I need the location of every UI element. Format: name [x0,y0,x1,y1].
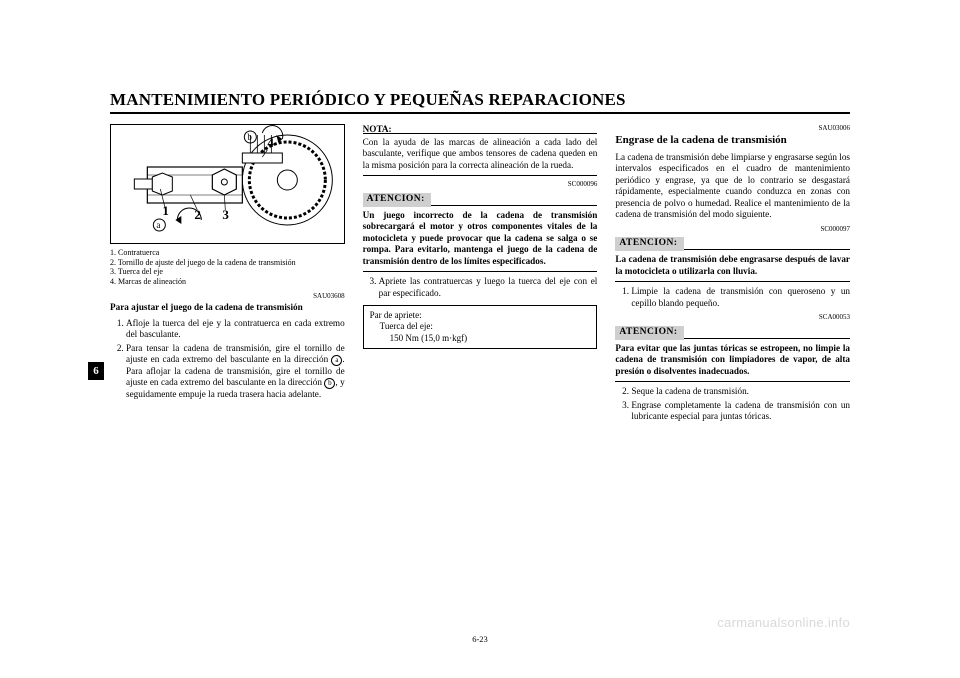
atencion-label: ATENCION: [615,237,683,251]
page-title: MANTENIMIENTO PERIÓDICO Y PEQUEÑAS REPAR… [110,90,850,110]
adjust-steps: Afloje la tuerca del eje y la contratuer… [110,318,345,401]
nota-text: Con la ayuda de las marcas de alineación… [363,137,598,172]
atencion-label: ATENCION: [615,326,683,340]
atencion-box: ATENCION: [363,193,598,207]
content-columns: 1 2 3 4 a b 1. Contratuerca 2. To [110,124,850,427]
ref-code: SCA00053 [615,313,850,322]
chapter-tab: 6 [88,362,104,380]
ref-code: SAU03608 [110,292,345,301]
watermark: carmanualsonline.info [717,615,850,630]
atencion-label: ATENCION: [363,193,431,207]
caption-4: 4. Marcas de alineación [110,277,345,287]
rule [615,381,850,382]
chain-adjust-figure: 1 2 3 4 a b [110,124,345,244]
step-3-list: Apriete las contratuercas y luego la tue… [363,276,598,299]
ref-code: SC000096 [363,180,598,189]
atencion-box: ATENCION: [615,237,850,251]
lubrication-intro: La cadena de transmisión debe limpiarse … [615,152,850,221]
step-3: Apriete las contratuercas y luego la tue… [379,276,598,299]
caption-2: 2. Tornillo de ajuste del juego de la ca… [110,258,345,268]
torque-line2: Tuerca del eje: [370,321,591,332]
ref-code: SAU03006 [615,124,850,133]
torque-spec-box: Par de apriete: Tuerca del eje: 150 Nm (… [363,305,598,349]
atencion-box: ATENCION: [615,326,850,340]
rule [363,175,598,176]
atencion-text-2: Para evitar que las juntas tóricas se es… [615,343,850,378]
nota-header: NOTA: [363,124,598,134]
rule [363,271,598,272]
page-header: MANTENIMIENTO PERIÓDICO Y PEQUEÑAS REPAR… [110,90,850,114]
column-1: 1 2 3 4 a b 1. Contratuerca 2. To [110,124,345,427]
ref-code: SC000097 [615,225,850,234]
svg-text:2: 2 [194,207,201,222]
atencion-text-1: La cadena de transmisión debe engrasarse… [615,254,850,277]
svg-text:a: a [156,220,160,230]
lube-step-3: Engrase completamente la cadena de trans… [631,400,850,423]
caption-1: 1. Contratuerca [110,248,345,258]
page-number: 6-23 [0,634,960,644]
step-2: Para tensar la cadena de transmisión, gi… [126,343,345,401]
atencion-text: Un juego incorrecto de la cadena de tran… [363,210,598,268]
torque-line1: Par de apriete: [370,310,591,321]
torque-line3: 150 Nm (15,0 m·kgf) [370,333,591,344]
caption-3: 3. Tuerca del eje [110,267,345,277]
figure-caption: 1. Contratuerca 2. Tornillo de ajuste de… [110,248,345,286]
svg-text:1: 1 [162,203,169,218]
column-3: SAU03006 Engrase de la cadena de transmi… [615,124,850,427]
lube-step-1: Limpie la cadena de transmisión con quer… [631,286,850,309]
svg-text:3: 3 [222,207,229,222]
column-2: NOTA: Con la ayuda de las marcas de alin… [363,124,598,427]
lube-step-2: Seque la cadena de transmisión. [631,386,850,398]
lubrication-title: Engrase de la cadena de transmisión [615,134,850,148]
rule [615,281,850,282]
chain-diagram-svg: 1 2 3 4 a b [111,125,344,243]
step-1: Afloje la tuerca del eje y la contratuer… [126,318,345,341]
manual-page: MANTENIMIENTO PERIÓDICO Y PEQUEÑAS REPAR… [0,0,960,678]
lube-steps-1: Limpie la cadena de transmisión con quer… [615,286,850,309]
lube-steps-2: Seque la cadena de transmisión. Engrase … [615,386,850,423]
svg-text:b: b [247,132,252,142]
svg-text:4: 4 [267,135,274,150]
adjust-title: Para ajustar el juego de la cadena de tr… [110,302,345,314]
